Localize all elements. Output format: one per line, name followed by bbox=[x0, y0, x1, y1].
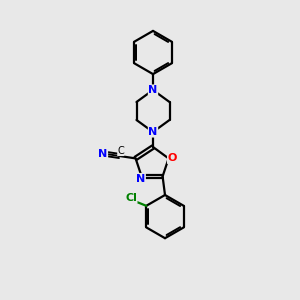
Text: N: N bbox=[98, 149, 108, 159]
Text: N: N bbox=[148, 85, 158, 95]
Text: C: C bbox=[117, 146, 124, 156]
Text: N: N bbox=[136, 173, 145, 184]
Text: N: N bbox=[148, 127, 158, 137]
Text: O: O bbox=[167, 153, 177, 164]
Text: Cl: Cl bbox=[125, 193, 137, 203]
